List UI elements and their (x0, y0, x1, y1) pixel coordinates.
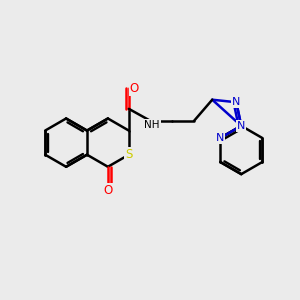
Text: N: N (216, 133, 225, 143)
Text: NH: NH (144, 120, 160, 130)
Text: O: O (103, 184, 112, 197)
Text: N: N (232, 97, 240, 107)
Text: N: N (237, 121, 245, 131)
Text: S: S (125, 148, 133, 161)
Text: O: O (130, 82, 139, 95)
